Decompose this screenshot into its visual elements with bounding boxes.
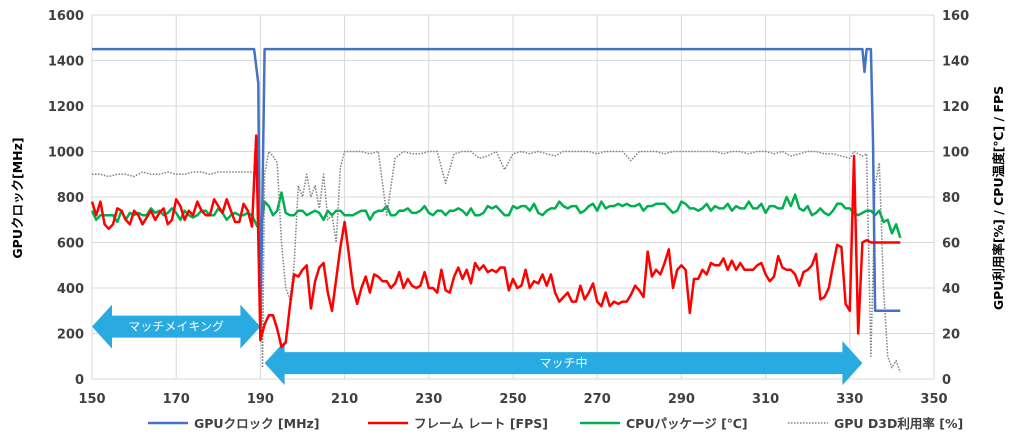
annotation-arrow <box>92 304 261 349</box>
legend-label: GPU D3D利用率 [%] <box>834 416 963 431</box>
legend-label: GPUクロック [MHz] <box>194 416 320 431</box>
series-line <box>92 47 901 340</box>
legend-label: フレーム レート [FPS] <box>414 416 548 431</box>
annotation-label: マッチメイキング <box>128 320 224 334</box>
series-line <box>90 191 902 239</box>
y-left-tick-label: 1200 <box>48 100 84 115</box>
y-axis-right-title: GPU利用率[%] / CPU温度[℃] / FPS <box>991 86 1006 310</box>
x-tick-label: 350 <box>920 392 947 407</box>
plot-area-border <box>91 14 935 380</box>
y-left-tick-label: 200 <box>57 328 84 343</box>
y-left-tick-label: 0 <box>75 373 84 388</box>
y-axis-left-title: GPUクロック[MHz] <box>10 137 25 258</box>
series-line <box>92 150 902 373</box>
y-right-tick-label: 20 <box>942 328 960 343</box>
series-line <box>90 134 901 349</box>
y-left-tick-label: 400 <box>57 282 84 297</box>
x-tick-label: 270 <box>584 392 611 407</box>
x-tick-label: 290 <box>668 392 695 407</box>
x-tick-label: 210 <box>331 392 358 407</box>
y-left-tick-label: 600 <box>57 237 84 252</box>
x-tick-label: 150 <box>78 392 105 407</box>
y-right-tick-label: 40 <box>942 282 960 297</box>
y-left-tick-label: 1000 <box>48 146 84 161</box>
x-tick-label: 310 <box>752 392 779 407</box>
y-right-tick-label: 0 <box>942 373 951 388</box>
x-tick-label: 190 <box>247 392 274 407</box>
legend: GPUクロック [MHz] フレーム レート [FPS] CPUパッケージ [℃] G… <box>148 416 963 431</box>
y-right-tick-label: 140 <box>942 55 969 70</box>
annotation-label: マッチ中 <box>540 355 588 370</box>
x-tick-label: 170 <box>163 392 190 407</box>
series-lines <box>90 47 902 373</box>
y-left-tick-label: 1600 <box>48 9 84 24</box>
y-right-tick-label: 60 <box>942 237 960 252</box>
y-right-tick-label: 80 <box>942 191 960 206</box>
y-left-tick-label: 1400 <box>48 55 84 70</box>
y-right-tick-label: 120 <box>942 100 969 115</box>
annotation-arrow <box>264 341 863 386</box>
y-left-tick-label: 800 <box>57 191 84 206</box>
x-tick-label: 230 <box>415 392 442 407</box>
y-right-tick-label: 100 <box>942 146 969 161</box>
axes: 0 200 400 600 800 1000 1200 1400 1600 0 20 40 60 80 10… <box>48 9 969 407</box>
y-right-tick-label: 160 <box>942 9 969 24</box>
x-tick-label: 330 <box>836 392 863 407</box>
legend-label: CPUパッケージ [℃] <box>626 416 748 431</box>
x-tick-label: 250 <box>499 392 526 407</box>
